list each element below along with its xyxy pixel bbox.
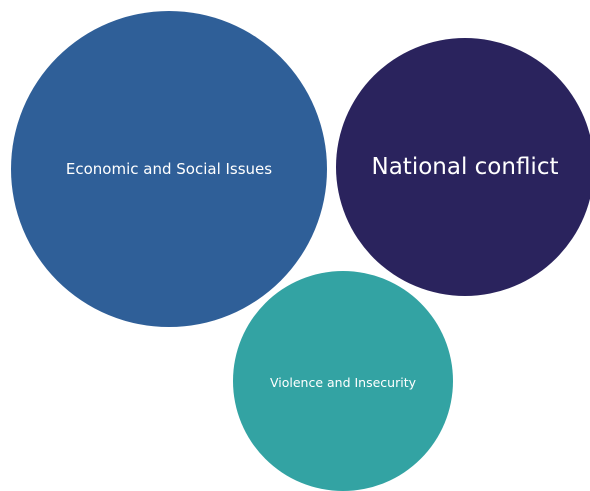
bubble-label-national-conflict: National conflict [371, 154, 559, 181]
bubble-label-economic-social-issues: Economic and Social Issues [65, 160, 273, 178]
bubble-national-conflict: National conflict [336, 38, 590, 296]
bubble-economic-social-issues: Economic and Social Issues [11, 11, 327, 327]
bubble-violence-insecurity: Violence and Insecurity [233, 271, 453, 491]
bubble-label-violence-insecurity: Violence and Insecurity [269, 374, 417, 390]
